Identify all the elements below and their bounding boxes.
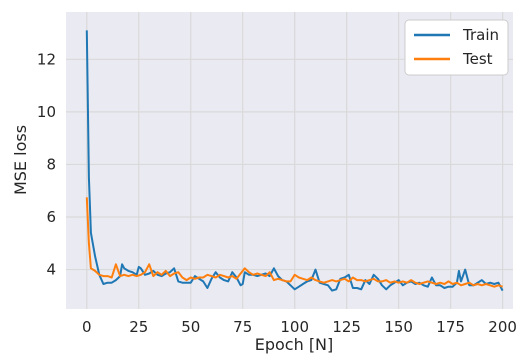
x-axis-label: Epoch [N] [255,335,334,354]
y-tick-labels: 4 6 8 10 12 [37,50,56,278]
legend: Train Test [404,19,509,76]
x-tick-label: 175 [436,318,465,336]
legend-label-train: Train [462,26,499,44]
y-tick-label: 6 [46,208,56,226]
x-tick-label: 25 [129,318,148,336]
x-tick-label: 50 [181,318,200,336]
series-layer [85,30,504,292]
x-tick-label: 100 [280,318,309,336]
y-tick-label: 10 [37,103,56,121]
y-axis-label: MSE loss [11,125,30,195]
x-tick-labels: 0 25 50 75 100 125 150 175 200 [82,318,517,336]
series-line-train [85,30,504,292]
y-tick-label: 12 [37,50,56,68]
x-tick-label: 150 [384,318,413,336]
x-tick-label: 75 [233,318,252,336]
y-tick-label: 8 [46,155,56,173]
x-tick-label: 0 [82,318,92,336]
x-tick-label: 200 [488,318,517,336]
x-tick-label: 125 [332,318,361,336]
series-line-test [85,197,503,288]
legend-label-test: Test [462,50,493,68]
y-tick-label: 4 [46,261,56,279]
